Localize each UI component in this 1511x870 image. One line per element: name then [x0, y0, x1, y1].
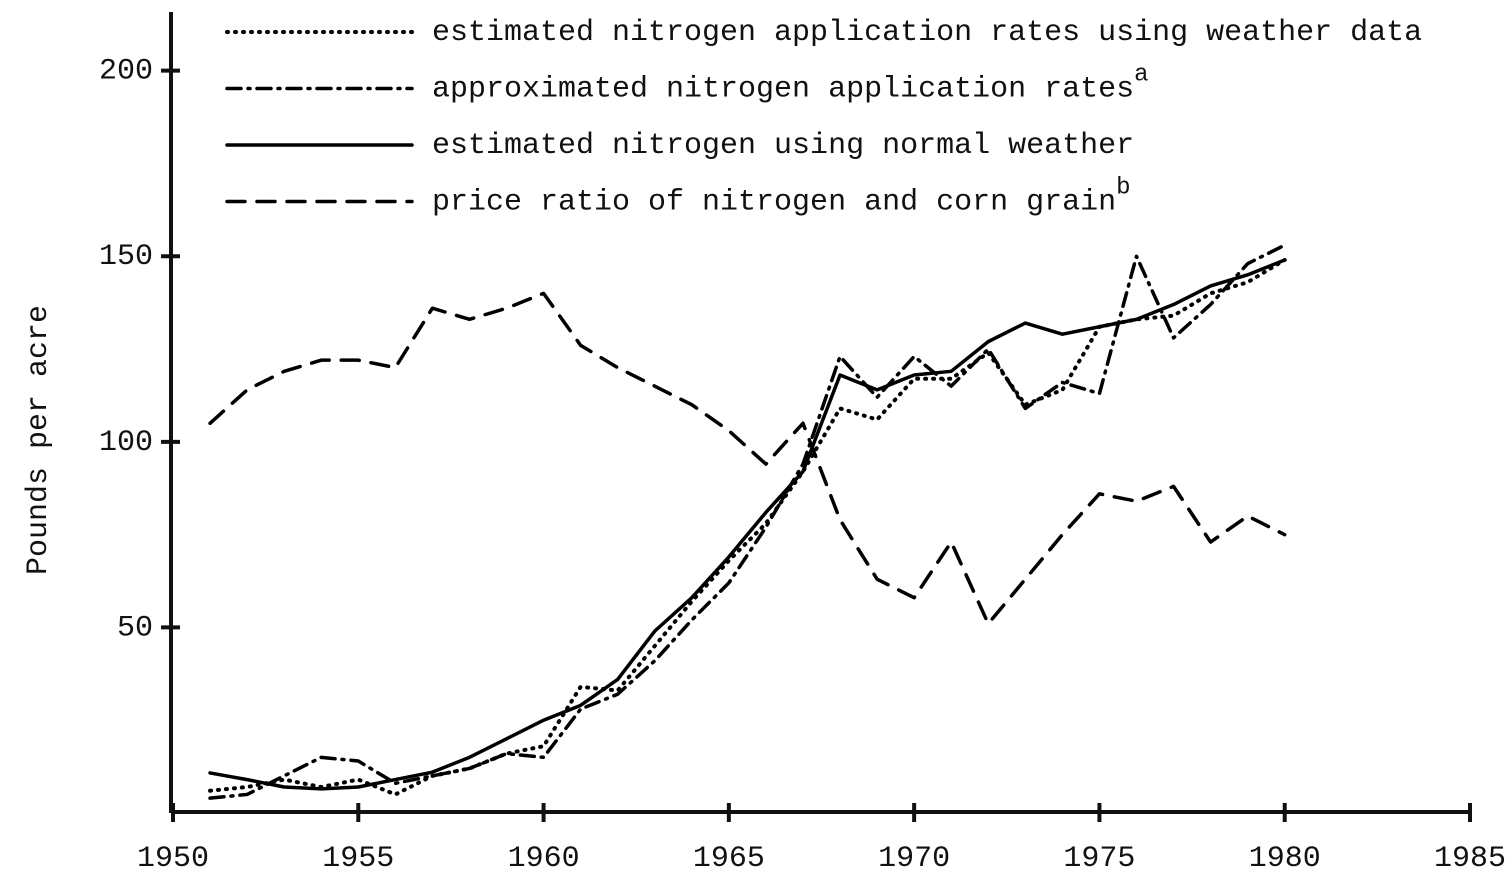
x-tick-label: 1955 — [322, 842, 394, 870]
x-tick-label: 1965 — [693, 842, 765, 870]
footnote-mark: b — [1116, 175, 1130, 202]
footnote-mark: a — [1134, 62, 1148, 89]
y-axis-label: Pounds per acre — [22, 305, 56, 575]
x-tick-label: 1960 — [508, 842, 580, 870]
y-tick-label: 200 — [99, 55, 153, 89]
legend-label: approximated nitrogen application ratesa — [432, 62, 1149, 107]
legend-text: estimated nitrogen using normal weather — [432, 129, 1134, 163]
legend-text: estimated nitrogen application rates usi… — [432, 16, 1422, 50]
data-line — [208, 258, 1287, 791]
x-tick-label: 1950 — [137, 842, 209, 870]
data-line — [208, 291, 1287, 626]
legend-text: price ratio of nitrogen and corn grain — [432, 185, 1116, 219]
data-line — [208, 243, 1287, 800]
legend-label: estimated nitrogen using normal weather — [432, 129, 1134, 163]
x-tick-label: 1975 — [1063, 842, 1135, 870]
legend-label: price ratio of nitrogen and corn grainb — [432, 175, 1131, 220]
x-tick-label: 1970 — [878, 842, 950, 870]
x-tick-label: 1980 — [1249, 842, 1321, 870]
x-tick-label: 1985 — [1434, 842, 1506, 870]
y-tick-label: 100 — [99, 426, 153, 460]
legend-text: approximated nitrogen application rates — [432, 72, 1134, 106]
y-tick-label: 150 — [99, 240, 153, 274]
legend-label: estimated nitrogen application rates usi… — [432, 16, 1422, 50]
y-tick-label: 50 — [117, 611, 153, 645]
data-line — [208, 257, 1287, 797]
